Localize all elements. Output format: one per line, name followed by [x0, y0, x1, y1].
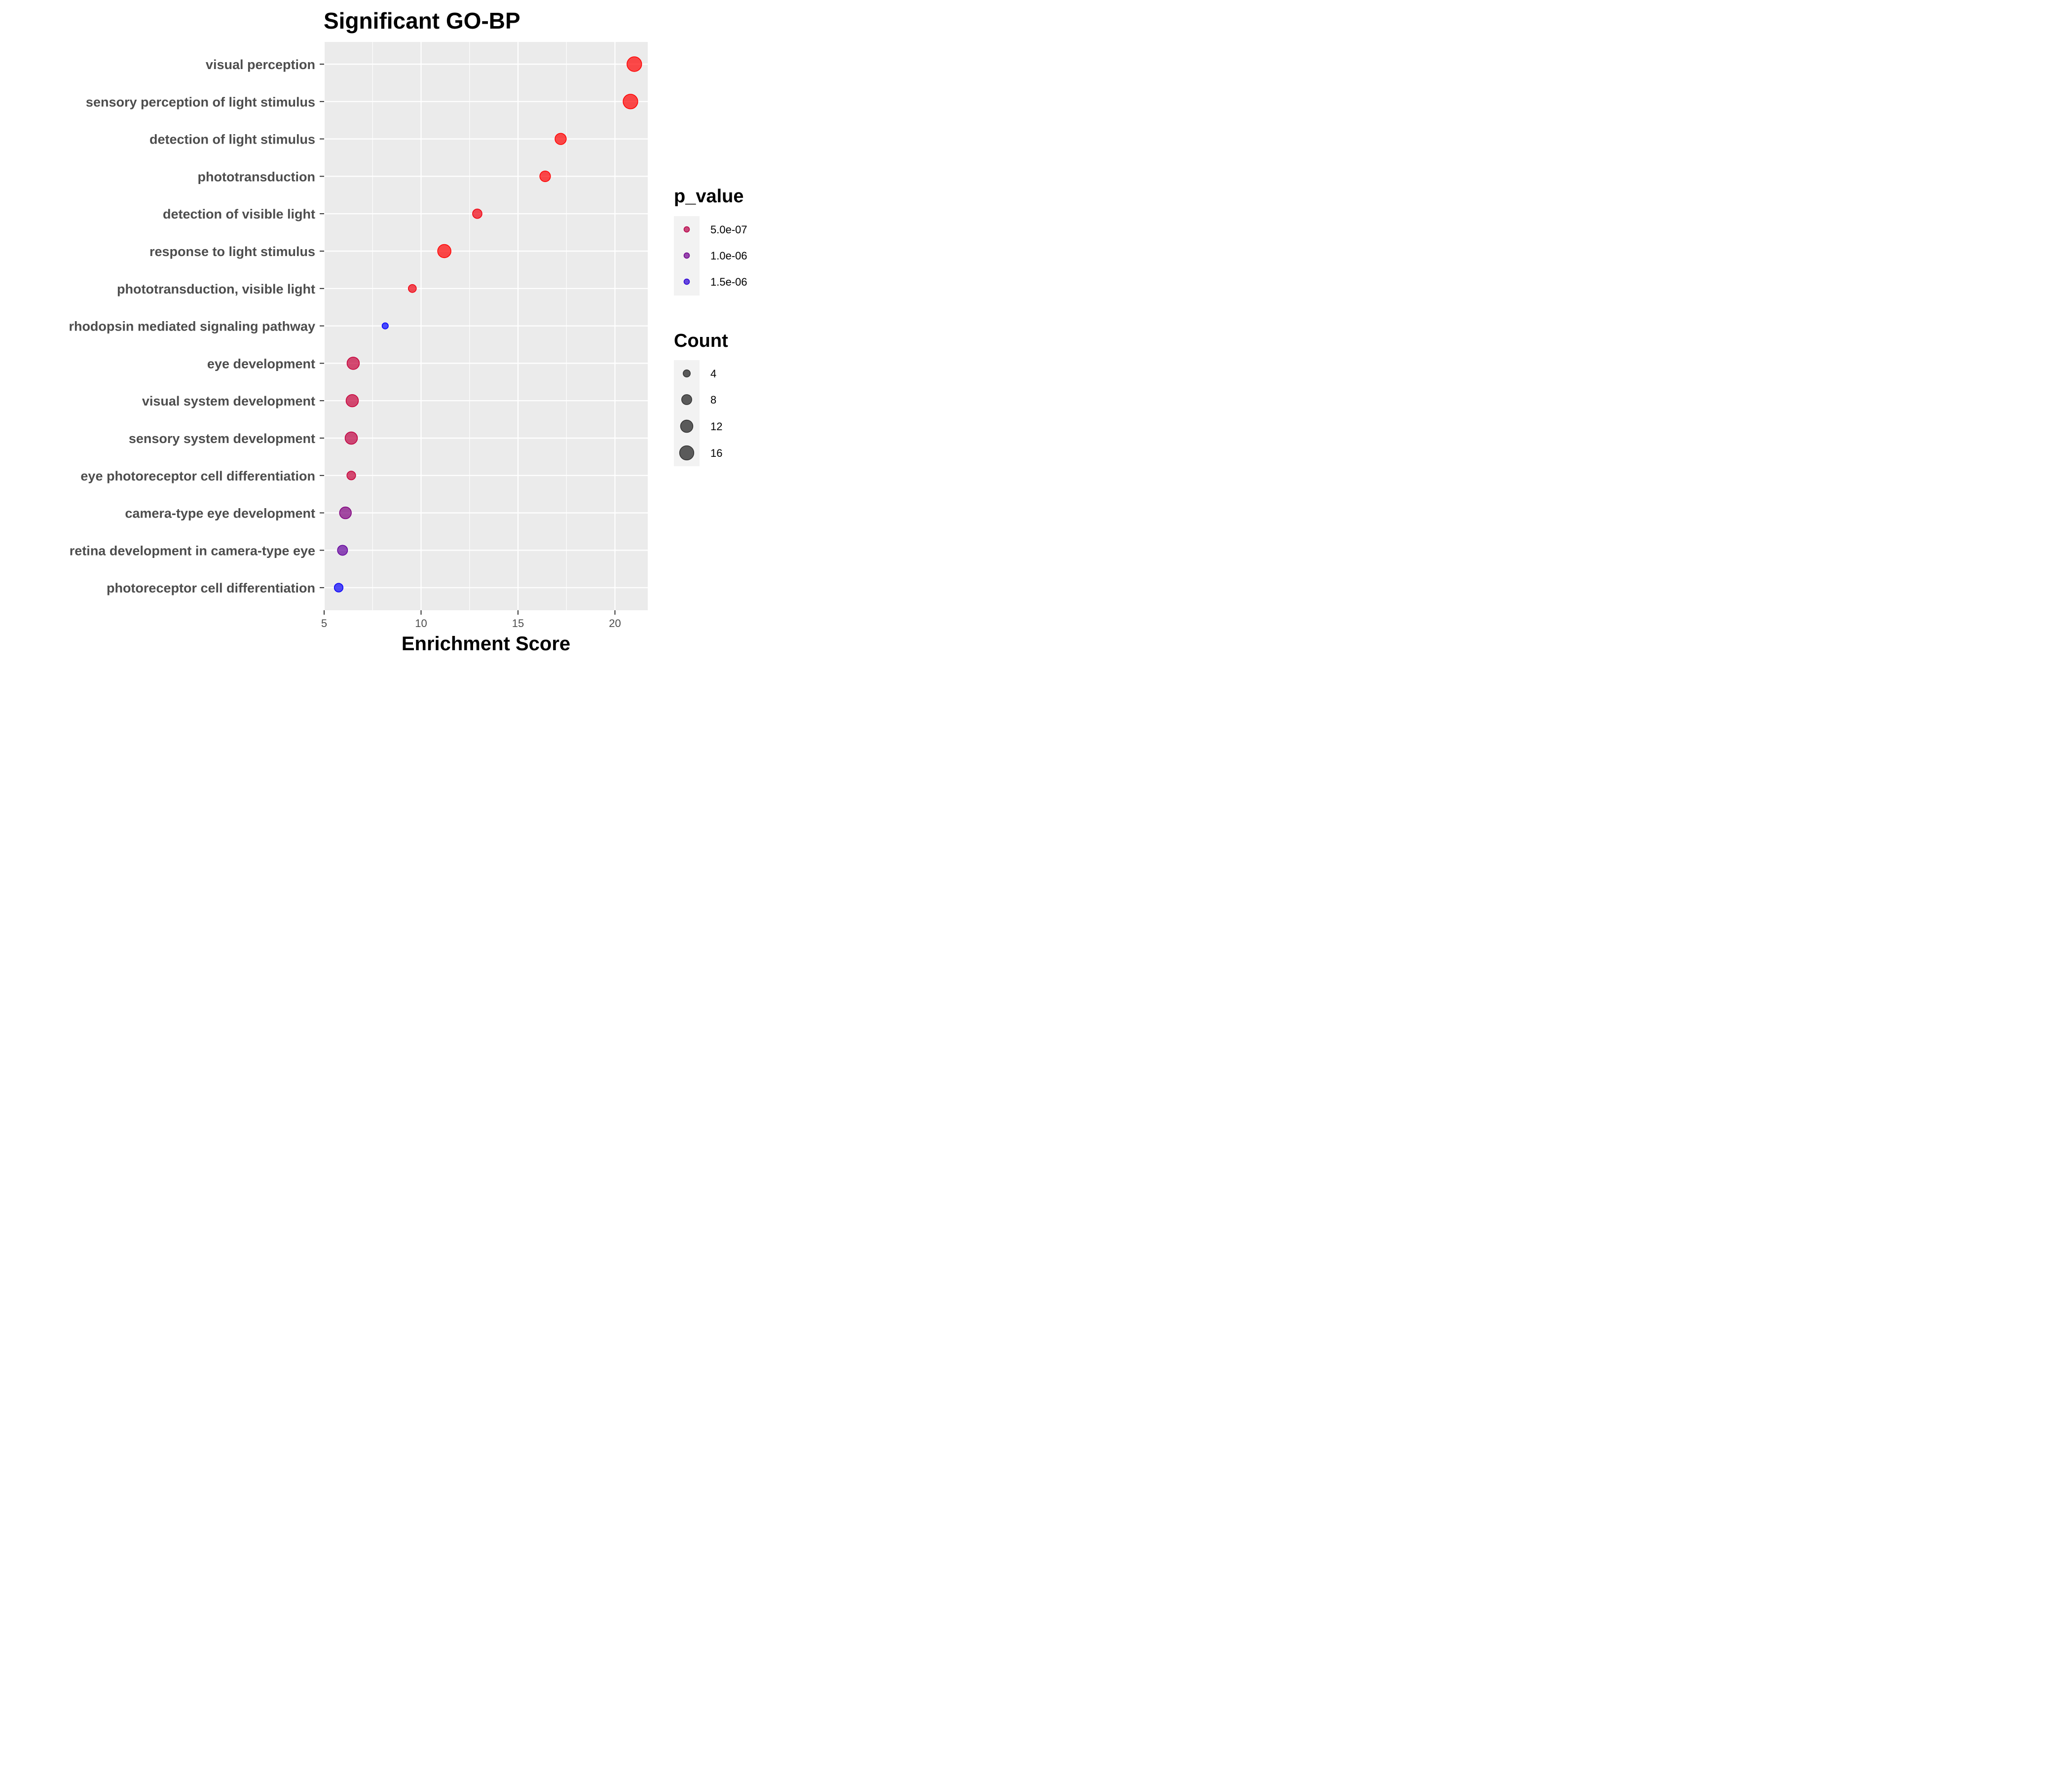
data-points [333, 56, 642, 592]
count-legend-key [679, 445, 695, 461]
chart-root: Significant GO-BP visual perception senso… [69, 8, 747, 655]
p-value-legend-title: p_value [674, 186, 744, 207]
count-legend-title: Count [674, 331, 728, 351]
y-tick-label: sensory system development [129, 431, 315, 446]
x-axis: 5 10 15 20 [321, 610, 621, 629]
x-tick-label: 5 [321, 617, 327, 629]
count-legend-key [683, 370, 691, 377]
count-legend-label: 12 [710, 420, 722, 433]
data-point [344, 431, 358, 445]
p-value-legend-label: 5.0e-07 [710, 223, 747, 236]
y-tick-label: visual system development [142, 394, 315, 408]
p-value-legend-key [683, 278, 690, 285]
chart-title: Significant GO-BP [324, 8, 520, 34]
y-tick-label: visual perception [206, 57, 315, 72]
y-tick-label: eye development [207, 356, 315, 371]
count-legend-label: 16 [710, 447, 722, 459]
count-legend: Count 4 8 12 16 [674, 331, 728, 466]
count-legend-key [681, 394, 692, 405]
y-tick-label: photoreceptor cell differentiation [107, 581, 315, 595]
data-point [555, 133, 567, 145]
grid-lines [323, 42, 648, 610]
p-value-legend-key [683, 252, 690, 259]
p-value-legend: p_value 5.0e-07 1.0e-06 1.5e-06 [674, 186, 747, 296]
y-tick-label: detection of light stimulus [149, 132, 315, 147]
y-tick-label: rhodopsin mediated signaling pathway [69, 319, 315, 334]
data-point [381, 322, 389, 330]
y-tick-label: retina development in camera-type eye [70, 543, 315, 558]
data-point [437, 244, 451, 259]
y-tick-label: response to light stimulus [149, 244, 315, 259]
y-tick-label: detection of visible light [163, 207, 315, 222]
data-point [623, 94, 638, 110]
p-value-legend-label: 1.5e-06 [710, 276, 747, 288]
data-point [337, 545, 348, 556]
count-legend-key [680, 419, 694, 433]
data-point [627, 56, 642, 72]
x-tick-label: 20 [609, 617, 621, 629]
y-tick-label: phototransduction [198, 169, 315, 184]
p-value-legend-label: 1.0e-06 [710, 250, 747, 262]
data-point [339, 506, 352, 519]
y-axis: visual perception sensory perception of l… [69, 57, 324, 595]
data-point [408, 284, 417, 293]
y-tick-label: camera-type eye development [125, 506, 315, 521]
data-point [539, 170, 551, 182]
x-tick-label: 15 [512, 617, 524, 629]
y-tick-label: sensory perception of light stimulus [86, 95, 315, 110]
y-tick-label: phototransduction, visible light [117, 282, 315, 296]
y-tick-label: eye photoreceptor cell differentiation [80, 469, 315, 483]
x-tick-label: 10 [415, 617, 427, 629]
count-legend-label: 4 [710, 368, 716, 380]
x-axis-title: Enrichment Score [402, 633, 570, 655]
count-legend-label: 8 [710, 394, 716, 406]
data-point [346, 357, 360, 370]
data-point [346, 471, 356, 481]
data-point [345, 394, 359, 407]
data-point [333, 583, 344, 592]
p-value-legend-key [683, 226, 690, 233]
data-point [472, 208, 482, 219]
